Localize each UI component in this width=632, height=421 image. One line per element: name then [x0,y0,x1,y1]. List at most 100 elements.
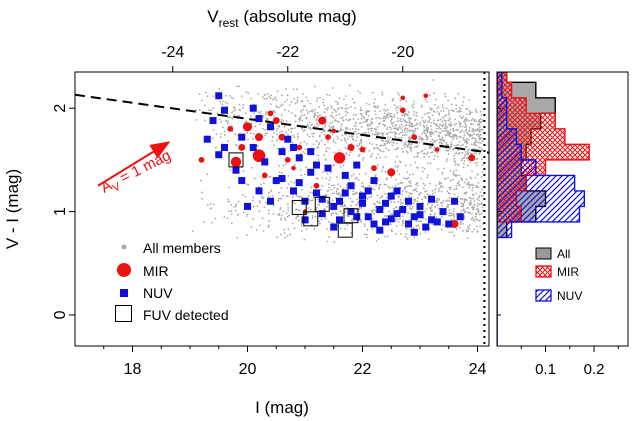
all-member-point [414,118,417,121]
nuv-point [295,179,303,187]
all-member-point [301,188,304,191]
all-member-point [227,140,230,142]
all-member-point [365,196,368,198]
all-member-point [428,116,431,119]
all-member-point [223,216,226,219]
all-member-point [345,133,348,136]
all-member-point [263,206,266,209]
all-member-point [374,110,376,113]
all-member-point [464,118,466,121]
all-member-point [453,147,456,150]
all-member-point [471,130,474,133]
all-member-point [471,187,474,189]
all-member-point [383,115,386,118]
all-member-point [280,217,283,220]
all-member-point [257,144,259,147]
all-member-point [367,114,370,117]
hist-legend-all-swatch [535,247,552,260]
nuv-point [416,202,424,210]
legend-fuv-marker [115,305,132,322]
all-member-point [351,200,353,203]
all-member-point [234,133,237,135]
all-member-point [264,134,267,137]
all-member-point [405,100,408,103]
mir-point [400,95,406,101]
all-member-point [266,93,269,96]
all-member-point [352,193,355,196]
all-member-point [284,163,287,165]
all-member-point [198,109,201,111]
all-member-point [247,138,249,141]
all-member-point [427,173,430,176]
all-member-point [364,120,367,123]
all-member-point [363,225,366,228]
nuv-point [376,226,384,234]
all-member-point [268,220,270,222]
all-member-point [384,143,386,146]
y-axis-title: V - I (mag) [3,169,22,249]
all-member-point [309,208,312,211]
nuv-point [387,215,395,223]
all-member-point [231,111,233,114]
all-member-point [287,129,290,131]
all-member-point [413,129,415,132]
all-member-point [468,212,471,215]
all-member-point [371,187,374,190]
all-member-point [302,92,305,95]
all-member-point [280,214,283,217]
mir-point [296,144,303,151]
all-member-point [242,104,245,107]
all-member-point [433,92,436,95]
all-member-point [348,178,351,181]
all-member-point [444,93,446,95]
mir-point [359,146,366,153]
all-member-point [423,167,426,170]
all-member-point [415,183,417,186]
all-member-point [391,122,393,124]
all-member-point [358,144,361,146]
all-member-point [396,105,399,108]
all-member-point [278,124,280,127]
all-member-point [438,113,441,116]
all-member-point [377,238,380,240]
all-member-point [357,202,359,204]
all-member-point [407,212,410,215]
all-member-point [235,144,237,146]
all-member-point [478,124,481,127]
all-member-point [290,181,293,183]
all-member-point [435,184,438,187]
all-member-point [339,210,342,212]
all-member-point [453,154,456,157]
all-member-point [391,230,393,233]
all-member-point [396,166,399,169]
all-member-point [435,123,438,126]
all-member-point [232,110,235,112]
all-member-point [280,114,283,117]
all-member-point [356,144,359,147]
all-member-point [463,181,466,184]
all-member-point [403,213,406,215]
overlays [97,72,486,346]
all-member-point [480,128,483,131]
all-member-point [472,122,475,125]
all-member-point [424,210,426,213]
all-member-point [311,215,314,217]
all-member-point [469,201,472,204]
all-member-point [477,133,480,136]
all-member-point [301,114,304,117]
all-member-point [354,128,357,130]
all-member-point [364,131,367,134]
all-member-point [477,202,479,205]
all-member-point [416,225,419,227]
all-member-point [449,117,451,120]
all-member-point [420,106,423,108]
all-member-point [368,125,371,127]
all-member-point [431,131,434,134]
all-member-point [384,170,387,173]
all-member-point [399,105,402,108]
all-member-point [426,137,429,140]
all-member-point [479,225,482,228]
all-member-point [296,195,299,198]
all-member-point [475,184,478,187]
nuv-point [238,177,246,185]
